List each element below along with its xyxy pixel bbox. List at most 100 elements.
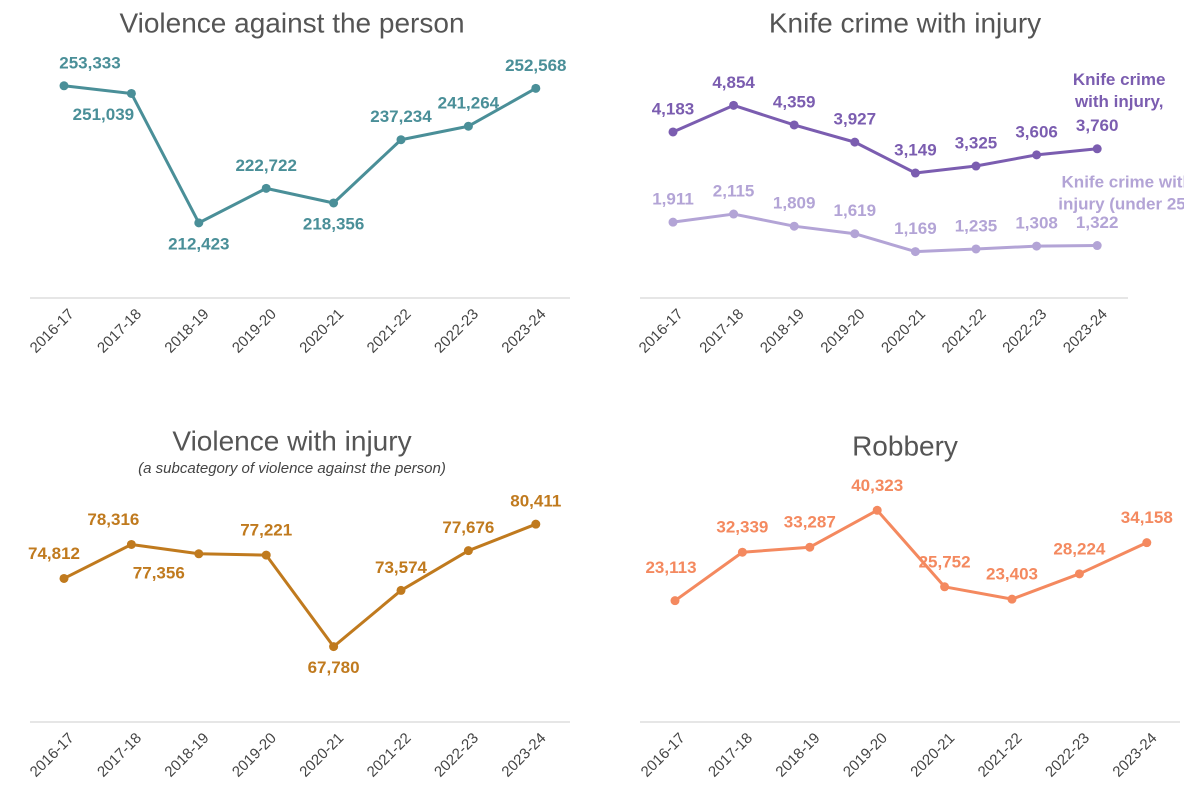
series-label-line: injury (under 25), [1058,195,1184,214]
x-tick-label: 2021-22 [364,306,415,357]
point [1007,594,1017,604]
data-label: 4,183 [652,99,695,118]
data-label: 74,812 [28,544,80,563]
data-label: 237,234 [370,107,432,126]
point [850,137,860,147]
data-label: 1,619 [834,201,877,220]
point [194,218,204,228]
chart-title: Violence with injury [172,425,411,456]
x-tick-label: 2017-18 [705,730,756,781]
data-label: 32,339 [716,518,768,537]
x-tick-label: 2023-24 [498,306,549,357]
point [1032,150,1042,160]
data-label: 34,158 [1121,508,1173,527]
series-label-line: Knife crime [1073,70,1166,89]
point [1092,241,1102,251]
line [672,212,1098,254]
data-label: 222,722 [235,156,296,175]
line [672,103,1098,175]
data-label: 33,287 [784,513,836,532]
x-tick-label: 2020-21 [296,306,347,357]
point [729,100,739,110]
data-label: 3,760 [1076,116,1119,135]
point [261,550,271,560]
x-tick-label: 2018-19 [772,730,823,781]
point [971,244,981,254]
x-tick-label: 2020-21 [296,730,347,781]
data-label: 23,113 [645,558,696,577]
data-label: 4,359 [773,92,816,111]
x-tick-label: 2018-19 [161,306,212,357]
x-tick-label: 2023-24 [1109,730,1160,781]
data-label: 25,752 [919,552,971,571]
data-label: 3,325 [955,134,998,153]
data-label: 78,316 [87,510,139,529]
point [668,127,678,137]
point [805,542,815,552]
x-tick-label: 2021-22 [975,730,1026,781]
chart-title: Violence against the person [119,7,464,38]
data-label: 241,264 [438,94,500,113]
x-tick-label: 2016-17 [638,730,689,781]
data-label: 4,854 [712,73,755,92]
x-tick-label: 2020-21 [907,730,958,781]
x-tick-label: 2023-24 [498,730,549,781]
point [194,549,204,559]
x-tick-label: 2019-20 [229,730,280,781]
point [329,198,339,208]
point [531,83,541,93]
data-label: 77,676 [442,518,494,537]
data-label: 251,039 [73,105,134,124]
series-label-line: with injury, [1074,92,1163,111]
x-tick-label: 2016-17 [27,306,78,357]
data-label: 212,423 [168,234,229,253]
x-tick-label: 2017-18 [94,306,145,357]
data-label: 67,780 [308,658,360,677]
point [396,585,406,595]
point [971,161,981,171]
data-label: 28,224 [1053,539,1106,558]
x-tick-label: 2017-18 [94,730,145,781]
x-tick-label: 2017-18 [696,306,747,357]
x-tick-label: 2023-24 [1060,306,1111,357]
line [63,84,537,225]
data-label: 2,115 [713,182,755,201]
data-label: 73,574 [375,558,428,577]
series-label-line: Knife crime with [1062,173,1184,192]
x-tick-label: 2022-23 [1042,730,1093,781]
data-label: 3,606 [1015,122,1058,141]
x-tick-label: 2019-20 [817,306,868,357]
data-label: 252,568 [505,56,566,75]
x-tick-label: 2018-19 [161,730,212,781]
point [463,546,473,556]
point [737,547,747,557]
data-label: 253,333 [59,53,120,72]
data-label: 77,356 [133,563,185,582]
x-tick-label: 2022-23 [431,306,482,357]
data-label: 1,911 [652,190,694,209]
x-tick-label: 2016-17 [27,730,78,781]
point [1142,538,1152,548]
chart-title: Robbery [852,430,958,461]
x-tick-label: 2021-22 [939,306,990,357]
x-tick-label: 2019-20 [840,730,891,781]
x-tick-label: 2022-23 [431,730,482,781]
point [910,247,920,257]
data-label: 3,927 [834,110,877,129]
data-label: 1,809 [773,194,816,213]
point [789,120,799,130]
data-label: 40,323 [851,476,903,495]
line [674,508,1148,602]
data-label: 1,169 [894,219,937,238]
data-label: 1,308 [1015,214,1058,233]
x-tick-label: 2021-22 [364,730,415,781]
series-label: Knife crime with injury, [1073,70,1166,111]
point [940,582,950,592]
point [789,221,799,231]
point [59,573,69,583]
point [531,519,541,529]
point [670,596,680,606]
point [668,217,678,227]
point [329,642,339,652]
